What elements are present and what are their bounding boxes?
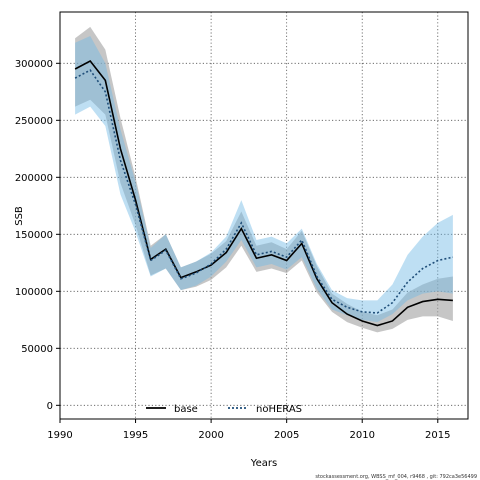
legend-label-base: base xyxy=(174,404,198,415)
legend-label-noHERAS: noHERAS xyxy=(256,404,302,415)
x-tick-label: 1990 xyxy=(47,430,72,441)
x-tick-label: 2005 xyxy=(274,430,299,441)
grid-layer xyxy=(59,12,468,419)
y-axis-title: SSB xyxy=(14,206,25,226)
x-tick-label: 2015 xyxy=(425,430,450,441)
y-tick-label: 150000 xyxy=(15,230,53,241)
y-tick-label: 100000 xyxy=(15,287,53,298)
x-tick-label: 2010 xyxy=(349,430,374,441)
axes: 0 50000 100000 150000 200000 250000 300000 1990… xyxy=(15,11,469,441)
y-tick-label: 0 xyxy=(47,401,53,412)
y-tick-label: 300000 xyxy=(15,59,53,70)
band-noHERAS xyxy=(75,35,453,323)
x-tick-label: 1995 xyxy=(123,430,148,441)
y-tick-label: 50000 xyxy=(21,344,53,355)
x-axis-title: Years xyxy=(250,458,277,469)
footer-credit: stockassessment.org, WBSS_mf_004, r9468 … xyxy=(315,474,477,480)
x-tick-label: 2000 xyxy=(198,430,223,441)
line-base xyxy=(74,60,453,327)
plot-frame xyxy=(59,11,469,420)
legend: base noHERAS xyxy=(146,404,302,415)
confidence-bands xyxy=(75,26,453,333)
series-lines xyxy=(74,60,454,327)
y-tick-label: 200000 xyxy=(15,173,53,184)
y-tick-label: 250000 xyxy=(15,116,53,127)
